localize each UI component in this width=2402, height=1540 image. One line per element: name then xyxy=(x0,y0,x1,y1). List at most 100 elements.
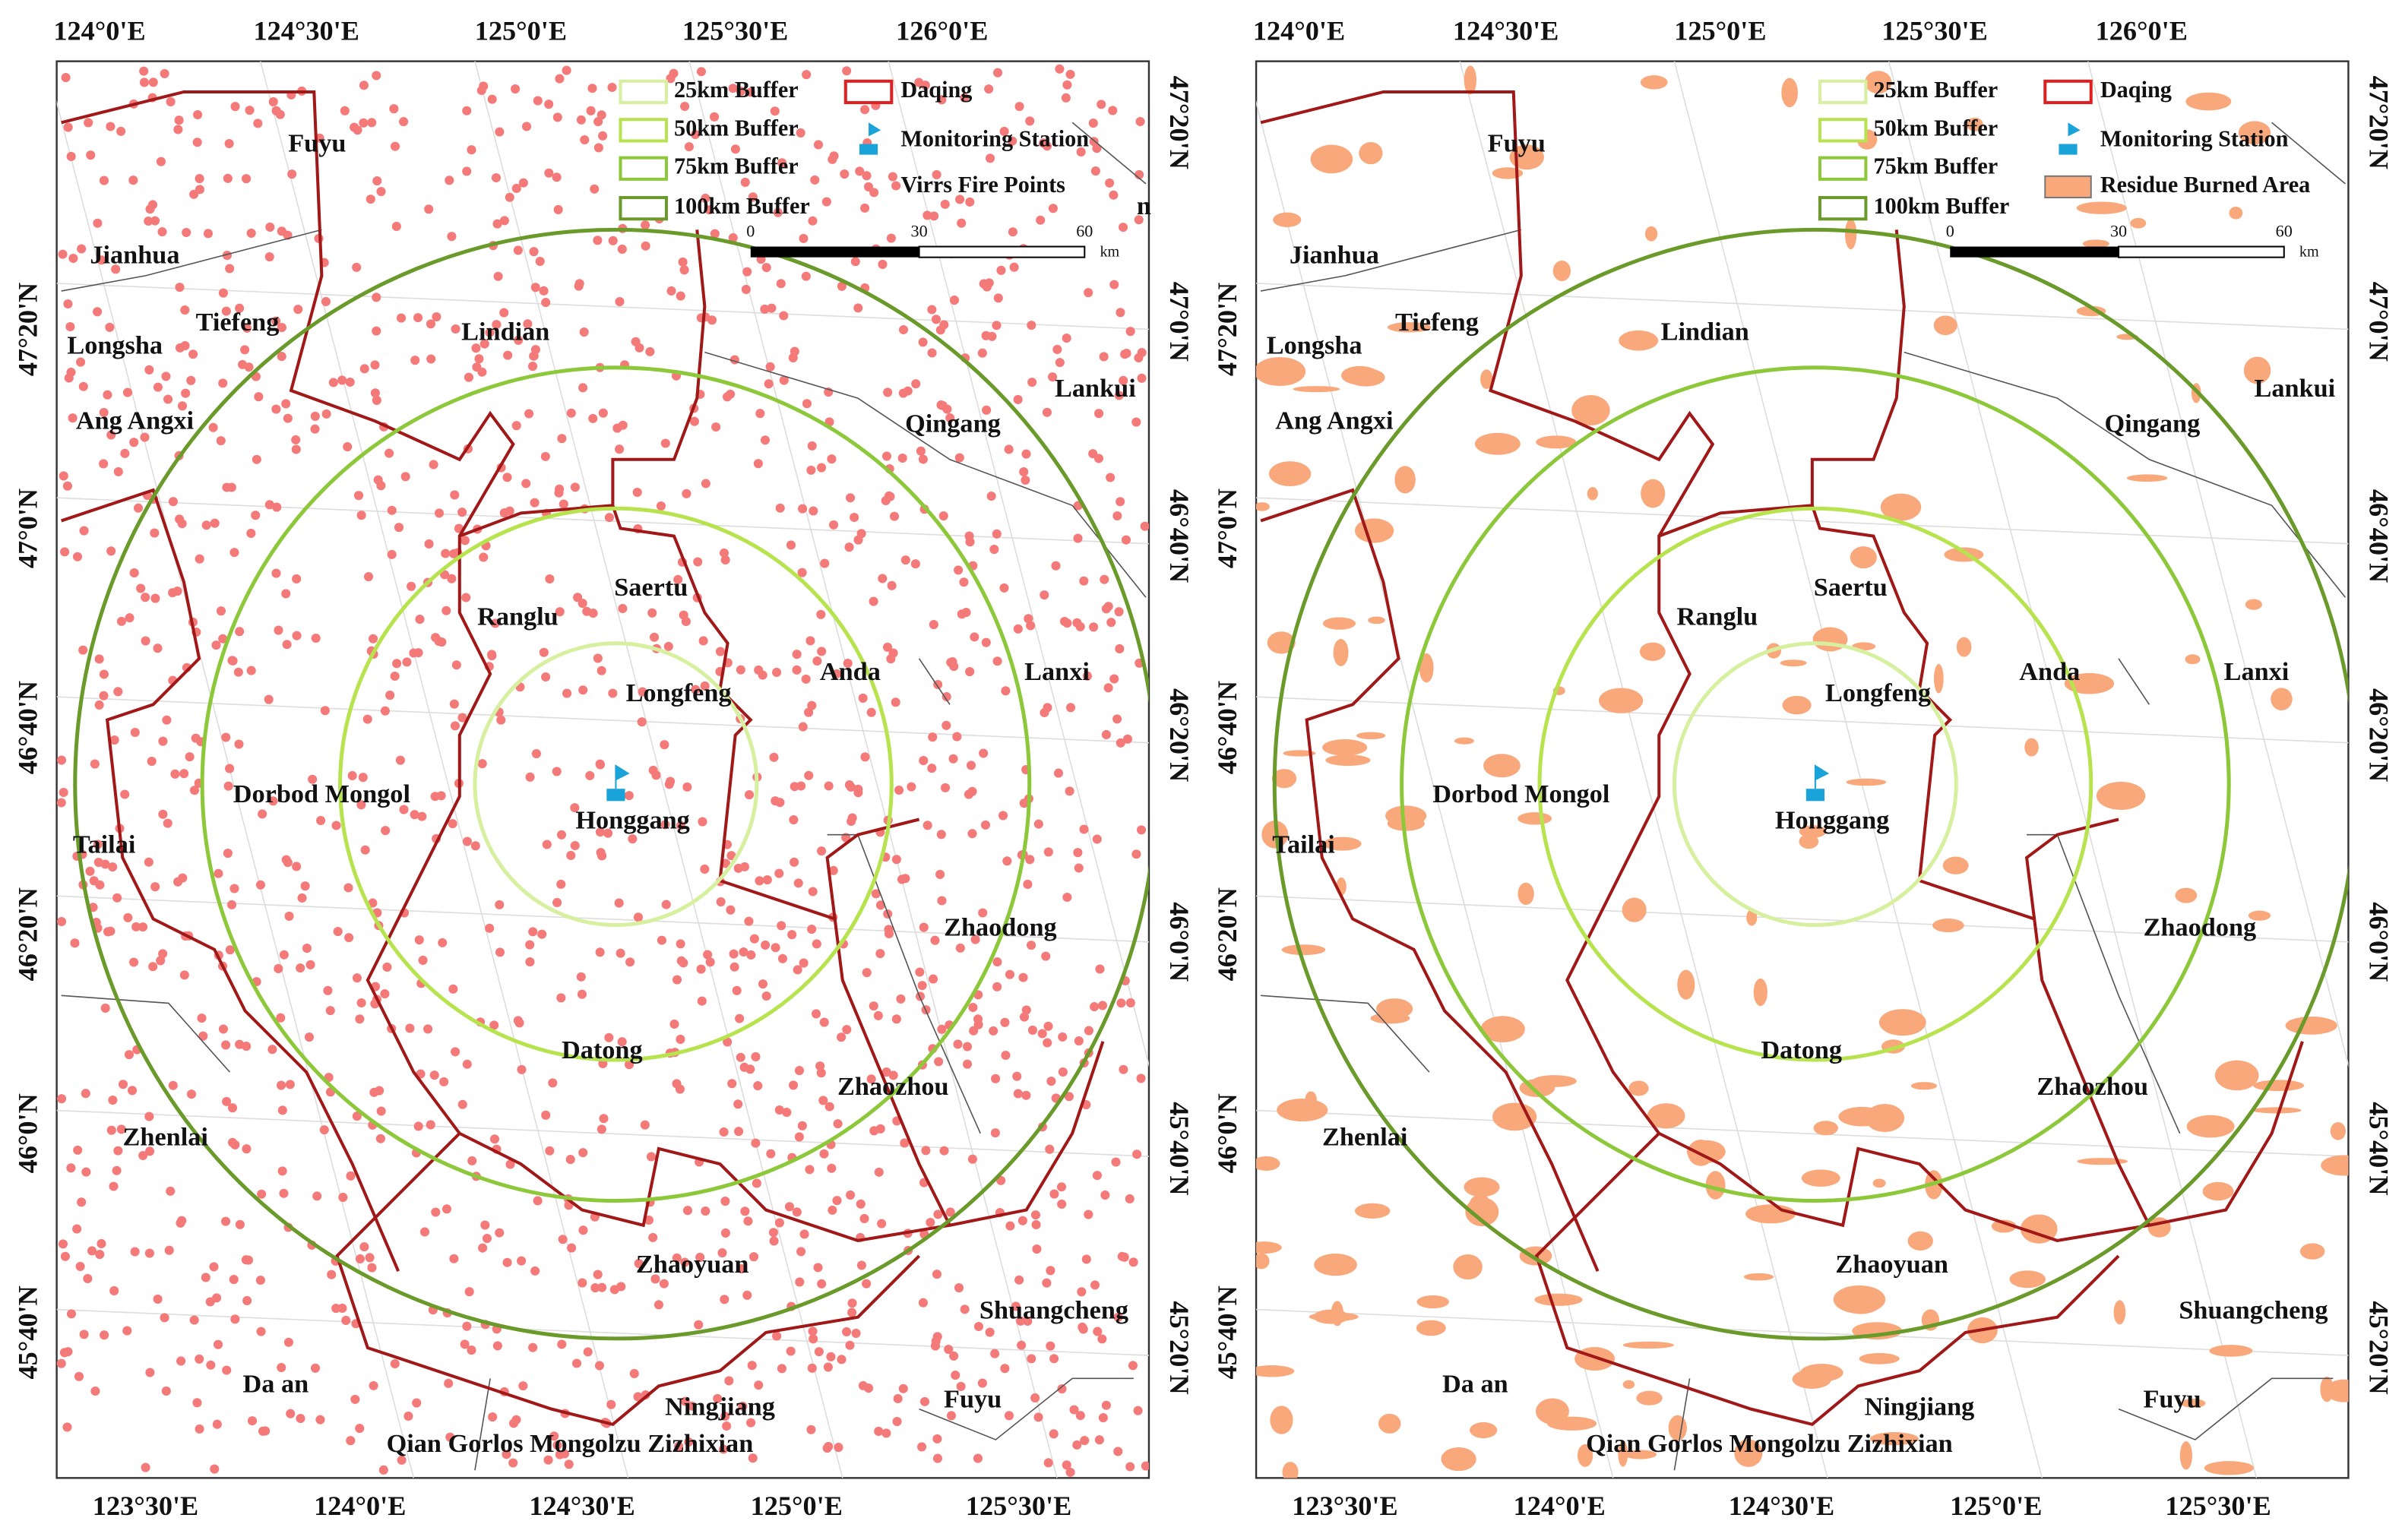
fire-point xyxy=(720,1228,730,1238)
fire-point xyxy=(768,1228,778,1238)
place-label: Honggang xyxy=(575,805,689,834)
fire-point xyxy=(218,288,228,298)
burned-area xyxy=(1322,739,1368,756)
fire-point xyxy=(441,606,451,615)
fire-point xyxy=(633,1392,643,1402)
fire-point xyxy=(158,809,168,819)
fire-point xyxy=(72,1224,82,1234)
fire-point xyxy=(720,1411,730,1421)
place-label: Zhenlai xyxy=(123,1123,209,1152)
fire-point xyxy=(542,840,552,849)
fire-point xyxy=(471,343,481,353)
graticule xyxy=(56,696,1149,744)
fire-point xyxy=(700,681,710,691)
place-label: Lankui xyxy=(1055,374,1136,403)
longitude-label: 125°0'E xyxy=(751,1491,843,1521)
fire-point xyxy=(277,226,286,236)
fire-point xyxy=(267,1045,277,1055)
fire-point xyxy=(930,1341,941,1351)
fire-point xyxy=(1135,116,1145,127)
burned-area xyxy=(1799,833,1819,849)
fire-point xyxy=(449,549,459,558)
fire-point xyxy=(960,93,970,103)
fire-point xyxy=(251,511,261,520)
fire-point xyxy=(426,1120,435,1130)
fire-point xyxy=(869,1126,879,1136)
burned-area xyxy=(2248,910,2271,921)
fire-point xyxy=(1049,1354,1059,1364)
fire-point xyxy=(511,421,521,431)
fire-point xyxy=(766,1149,776,1159)
fire-point xyxy=(587,84,597,93)
fire-point xyxy=(1093,1327,1103,1336)
fire-point xyxy=(432,312,441,322)
fire-point xyxy=(437,637,447,647)
fire-point xyxy=(856,529,866,539)
burned-area xyxy=(1517,812,1552,825)
county-boundary xyxy=(61,122,1147,1471)
burned-area xyxy=(1991,1219,2017,1233)
fire-point xyxy=(255,1275,265,1285)
fire-point xyxy=(777,921,786,931)
fire-point xyxy=(826,1352,836,1361)
latitude-label: 45°40'N xyxy=(1212,1285,1242,1379)
fire-point xyxy=(893,1393,903,1404)
fire-point xyxy=(676,1034,685,1045)
fire-point xyxy=(1017,1216,1027,1225)
place-label: Ang Angxi xyxy=(1275,406,1394,435)
fire-point xyxy=(358,773,368,783)
fire-point xyxy=(723,1037,733,1047)
fire-point xyxy=(1030,1393,1040,1403)
fire-point xyxy=(923,210,932,220)
fire-point xyxy=(225,764,235,773)
fire-point xyxy=(400,472,410,482)
scale-bar xyxy=(918,245,1086,258)
fire-point xyxy=(1005,1221,1015,1231)
fire-point xyxy=(955,194,965,204)
burned-area xyxy=(1782,695,1812,715)
scale-tick-label: 30 xyxy=(910,222,927,241)
fire-point xyxy=(277,1080,286,1090)
place-label: Longfeng xyxy=(626,678,732,707)
fire-point xyxy=(1004,1411,1014,1421)
fire-point xyxy=(755,876,764,886)
fire-point xyxy=(828,154,837,164)
fire-point xyxy=(310,424,320,434)
burned-area xyxy=(2214,1060,2259,1091)
legend-swatch xyxy=(843,79,894,105)
fire-point xyxy=(545,574,555,584)
fire-point xyxy=(1062,333,1071,343)
fire-point xyxy=(138,922,148,932)
fire-point xyxy=(1021,449,1031,459)
fire-point xyxy=(701,1206,710,1216)
fire-point xyxy=(1116,738,1125,748)
fire-point xyxy=(407,581,416,591)
fire-point xyxy=(1041,951,1051,961)
fire-point xyxy=(570,840,580,851)
fire-point xyxy=(148,962,158,972)
place-label: Ang Angxi xyxy=(76,406,195,435)
fire-point xyxy=(927,305,937,315)
fire-point xyxy=(517,1256,527,1266)
fire-point xyxy=(222,1096,232,1106)
fire-point xyxy=(543,1455,553,1465)
fire-point xyxy=(970,632,979,642)
fire-point xyxy=(370,388,380,398)
fire-point xyxy=(1095,964,1105,974)
burned-area xyxy=(2321,1155,2349,1176)
fire-point xyxy=(954,453,964,463)
burned-area xyxy=(1865,71,1892,94)
fire-point xyxy=(369,1380,378,1390)
fire-point xyxy=(960,1304,970,1314)
fire-point xyxy=(193,109,203,120)
daqing-outer xyxy=(1260,90,2304,1427)
fire-point xyxy=(773,207,783,217)
fire-point xyxy=(595,827,606,837)
fire-point xyxy=(812,939,821,949)
fire-point xyxy=(395,755,405,765)
latitude-label: 46°0'N xyxy=(2363,902,2394,982)
fire-point xyxy=(814,1347,824,1357)
fire-point xyxy=(582,606,592,616)
fire-point xyxy=(235,627,245,637)
fire-point xyxy=(68,253,78,264)
